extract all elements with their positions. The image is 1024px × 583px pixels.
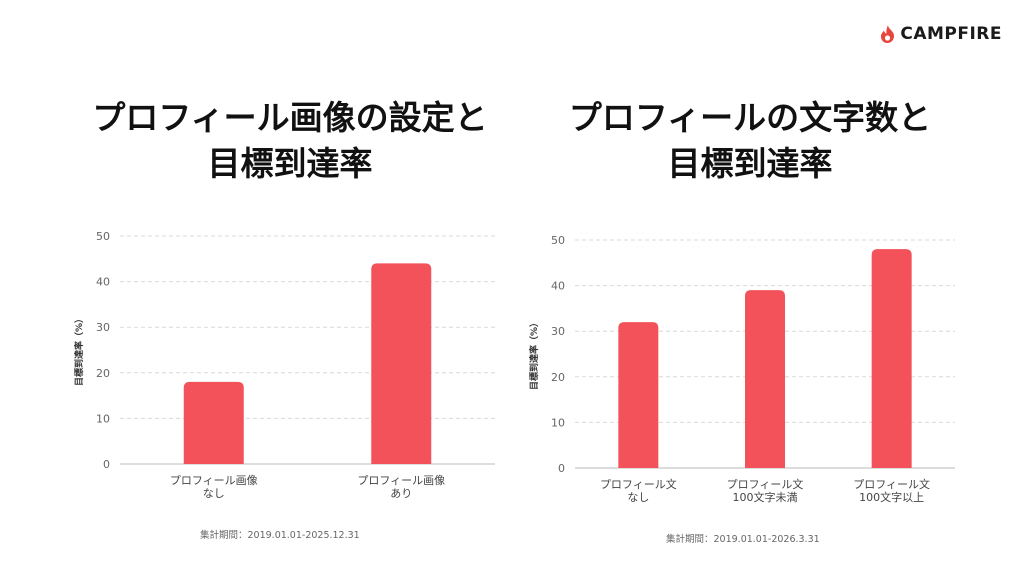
y-tick-label: 0 [103, 458, 110, 471]
y-tick-label: 10 [96, 412, 110, 425]
flame-icon [881, 25, 895, 43]
bar [871, 249, 912, 468]
y-tick-label: 40 [96, 276, 110, 289]
x-tick-label: プロフィール画像 [357, 474, 445, 487]
bar [618, 322, 659, 468]
x-tick-label: プロフィール画像 [170, 474, 258, 487]
profile-image-chart: 0 10 20 30 40 50 目標到達率（%） プロフィール画像 なし プロフィール画像 あり [55, 218, 500, 508]
y-tick-label: 30 [551, 325, 565, 338]
x-tick-label: なし [203, 487, 225, 500]
y-tick-label: 50 [96, 230, 110, 243]
x-tick-label: プロフィール文 [600, 477, 677, 491]
right-chart-title-line-1: プロフィールの文字数と [568, 98, 932, 137]
x-tick-label: なし [627, 491, 649, 504]
left-chart-title: プロフィール画像の設定と 目標到達率 [60, 95, 520, 187]
y-tick-label: 10 [551, 416, 565, 429]
y-tick-label: 0 [558, 462, 565, 475]
campfire-logo: CAMPFIRE [880, 24, 1002, 44]
y-axis-label: 目標到達率（%） [528, 318, 540, 390]
x-tick-label: プロフィール文 [727, 477, 804, 491]
y-tick-label: 30 [96, 321, 110, 334]
right-chart-title-line-2: 目標到達率 [667, 144, 833, 183]
y-axis-label: 目標到達率（%） [73, 314, 85, 386]
bar [183, 381, 244, 464]
right-chart-period-note: 集計期間：2019.01.01-2026.3.31 [666, 534, 820, 545]
y-tick-label: 20 [551, 371, 565, 384]
bar [371, 263, 432, 464]
x-tick-label: プロフィール文 [853, 477, 930, 491]
x-tick-label: 100文字未満 [733, 490, 798, 504]
y-tick-label: 50 [551, 234, 565, 247]
x-tick-label: 100文字以上 [859, 490, 924, 504]
bar [745, 290, 785, 468]
right-chart-title: プロフィールの文字数と 目標到達率 [530, 95, 970, 187]
brand-name: CAMPFIRE [900, 24, 1002, 44]
left-chart-period-note: 集計期間：2019.01.01-2025.12.31 [200, 530, 360, 541]
y-tick-label: 40 [551, 280, 565, 293]
left-chart-title-line-1: プロフィール画像の設定と [92, 98, 488, 137]
profile-text-length-chart-svg: 01020304050目標到達率（%）プロフィール文なしプロフィール文100文字… [528, 234, 955, 504]
left-chart-title-line-2: 目標到達率 [207, 144, 373, 183]
y-tick-label: 20 [96, 367, 110, 380]
x-tick-label: あり [390, 487, 412, 500]
profile-text-length-chart: 0 10 20 30 40 50 目標到達率（%） プロフィール文 なし プロフィール文 100文字… [520, 222, 960, 512]
